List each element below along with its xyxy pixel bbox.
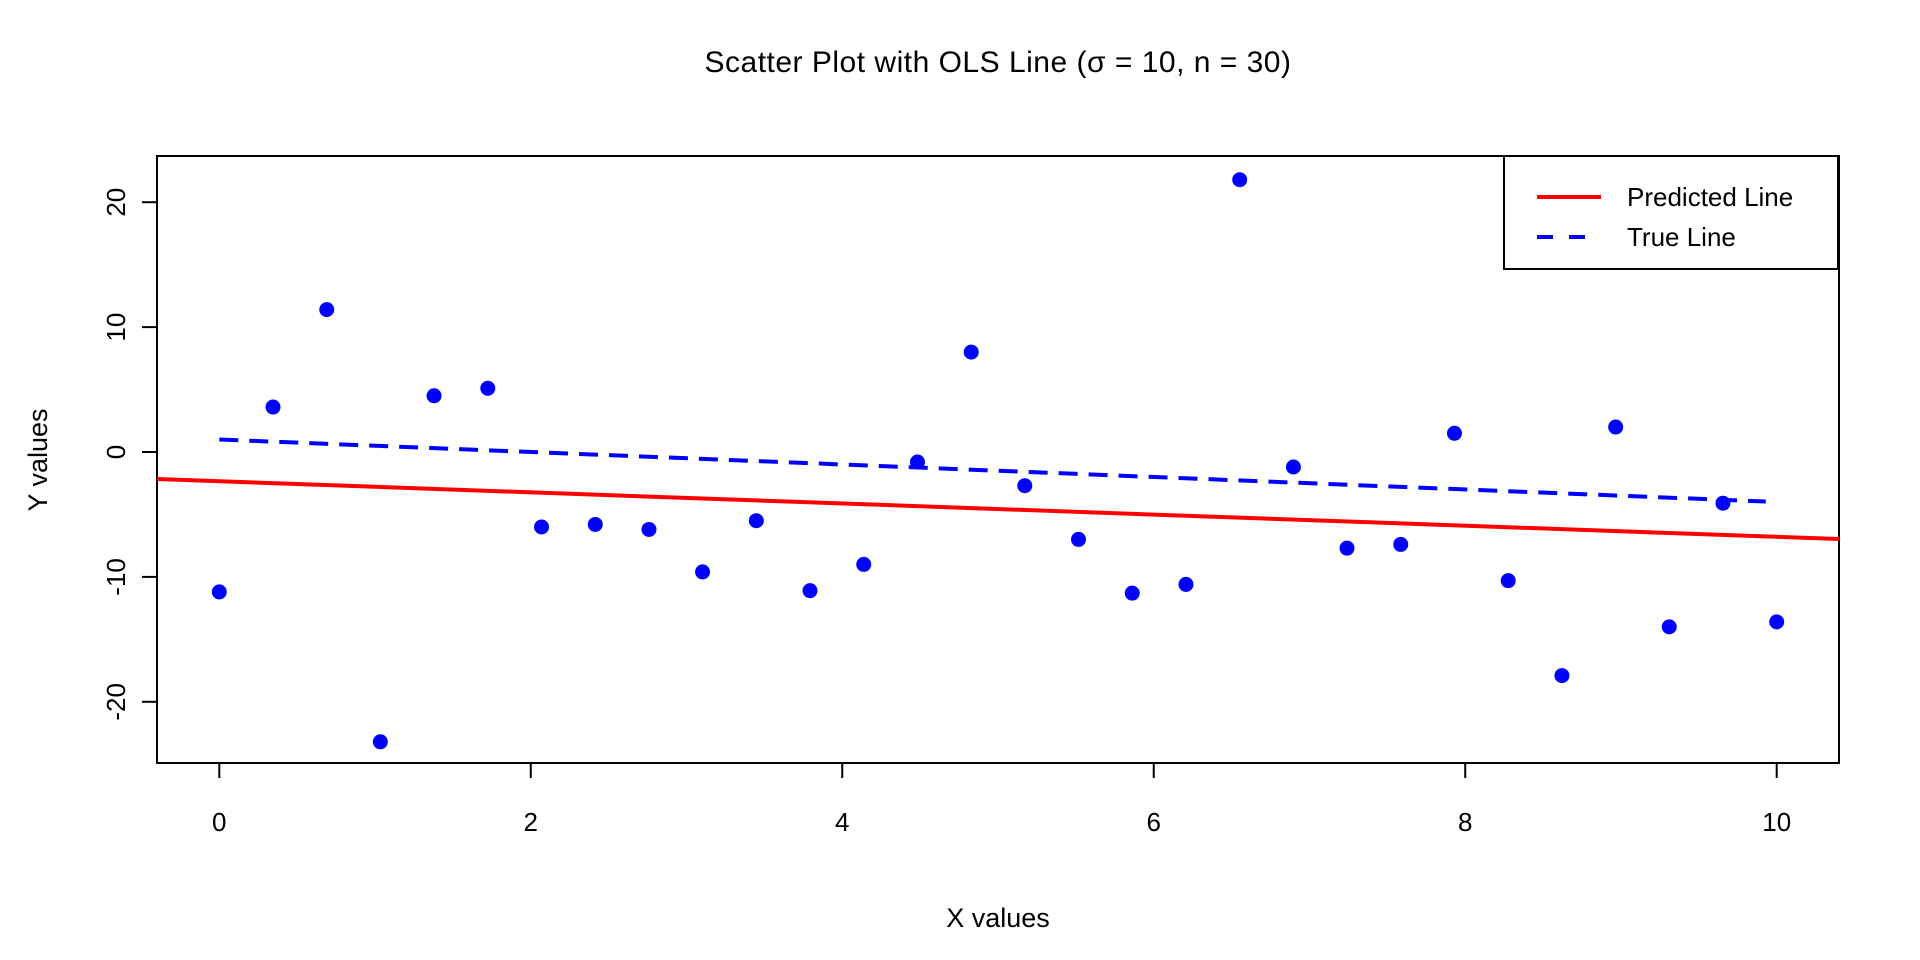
data-point: [1124, 585, 1140, 601]
data-point: [1500, 573, 1516, 589]
data-point: [748, 513, 764, 529]
legend-line-sample-dashed: [1537, 235, 1601, 239]
y-axis-title: Y values: [23, 408, 53, 512]
chart-title: Scatter Plot with OLS Line (σ = 10, n = …: [704, 46, 1292, 79]
data-point: [587, 516, 603, 532]
x-tick-label: 4: [835, 807, 849, 837]
data-point: [1017, 478, 1033, 494]
y-tick-label: 0: [101, 445, 131, 459]
data-point: [695, 564, 711, 580]
x-tick-label: 2: [524, 807, 538, 837]
data-point: [1446, 425, 1462, 441]
data-point: [319, 302, 335, 318]
data-point: [802, 583, 818, 599]
data-point: [1339, 540, 1355, 556]
data-point: [856, 556, 872, 572]
data-point: [1285, 459, 1301, 475]
x-tick-label: 0: [212, 807, 226, 837]
data-point: [1608, 419, 1624, 435]
data-point: [963, 344, 979, 360]
data-point: [1071, 531, 1087, 547]
legend-item-predicted: Predicted Line: [1505, 182, 1837, 212]
x-tick-label: 8: [1458, 807, 1472, 837]
data-point: [641, 521, 657, 537]
data-point: [1769, 614, 1785, 630]
x-tick-label: 6: [1147, 807, 1161, 837]
data-point: [426, 388, 442, 404]
data-point: [265, 399, 281, 415]
legend-label: Predicted Line: [1627, 181, 1794, 212]
x-tick-label: 10: [1762, 807, 1791, 837]
y-tick-label: -10: [101, 558, 131, 596]
legend-box: Predicted Line True Line: [1503, 155, 1839, 270]
legend-line-sample-solid: [1537, 195, 1601, 199]
data-point: [1661, 619, 1677, 635]
x-axis-title: X values: [946, 903, 1050, 933]
data-point: [1232, 172, 1248, 188]
plot-frame: [156, 155, 1840, 764]
data-point: [1393, 536, 1409, 552]
data-point: [1554, 668, 1570, 684]
legend-label: True Line: [1627, 221, 1736, 252]
y-tick-label: -20: [101, 683, 131, 721]
data-point: [534, 519, 550, 535]
predicted-line: [156, 477, 1840, 542]
data-point: [1715, 495, 1731, 511]
data-point: [480, 380, 496, 396]
data-point: [372, 734, 388, 750]
true-line: [219, 437, 1766, 504]
y-tick-label: 10: [101, 313, 131, 342]
legend-item-true: True Line: [1505, 222, 1837, 252]
data-point: [1178, 576, 1194, 592]
data-point: [211, 584, 227, 600]
y-tick-label: 20: [101, 188, 131, 217]
data-point: [909, 454, 925, 470]
